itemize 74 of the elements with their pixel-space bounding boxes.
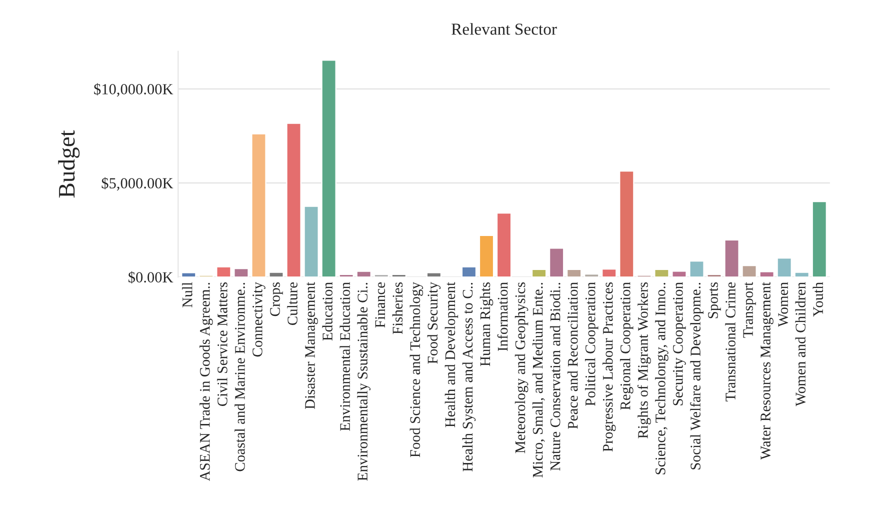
x-tick-label: Progressive Labour Practices xyxy=(602,282,616,452)
y-axis-title: Budget xyxy=(58,130,80,198)
x-tick-label: Information xyxy=(497,282,508,352)
bar xyxy=(268,272,284,278)
bar xyxy=(321,60,336,278)
bar xyxy=(356,270,372,278)
x-tick-label: Nature Conservation and Biodi.. xyxy=(550,282,560,471)
x-tick-label: Civil Service Matters xyxy=(217,282,228,406)
x-tick-label: Crops xyxy=(270,282,283,316)
bar xyxy=(549,248,564,278)
bar xyxy=(338,274,354,278)
bar xyxy=(531,268,547,278)
x-tick-label: Science, Technolongy, and Inno.. xyxy=(655,282,668,474)
x-tick-label: Peace and Reconciliation xyxy=(567,282,578,429)
bar xyxy=(234,268,249,278)
x-tick-label: ASEAN Trade in Goods Agreem.. xyxy=(200,282,213,482)
bar xyxy=(706,274,722,278)
x-tick-label: Health and Development xyxy=(444,282,458,428)
x-tick-label: Sports xyxy=(708,282,721,318)
x-tick-label: Food Science and Technology xyxy=(410,282,424,458)
x-tick-label: Regional Cooperation xyxy=(620,282,634,410)
y-tick-label: $0.00K xyxy=(128,271,174,284)
x-tick-label: Environmental Education xyxy=(340,282,350,431)
bar xyxy=(181,272,196,278)
bar xyxy=(566,268,582,278)
bar xyxy=(794,272,810,278)
x-tick-label: Meteorology and Geophysics xyxy=(514,282,528,454)
bar xyxy=(602,268,617,278)
y-tick-label: $5,000.00K xyxy=(102,177,174,191)
y-tick-label: $10,000.00K xyxy=(94,83,174,97)
x-tick-label: Security Cooperation xyxy=(673,282,686,406)
x-tick-label: Micro, Small, and Medium Ente.. xyxy=(532,282,545,478)
x-tick-label: Women xyxy=(778,282,788,327)
bar xyxy=(812,201,827,278)
x-tick-label: Food Security xyxy=(427,282,441,364)
x-tick-label: Youth xyxy=(812,282,824,317)
bar xyxy=(759,271,774,278)
x-tick-label: Water Resources Management xyxy=(760,282,774,460)
chart-title: Relevant Sector xyxy=(452,23,557,35)
bar xyxy=(724,239,740,278)
x-tick-label: Transnational Crime xyxy=(725,282,736,402)
bar xyxy=(426,272,442,278)
bar xyxy=(654,268,670,278)
x-tick-label: Education xyxy=(322,282,332,341)
x-tick-label: Women and Children xyxy=(795,282,806,406)
x-tick-label: Health System and Access to C.. xyxy=(462,282,476,472)
bar xyxy=(672,270,687,278)
x-tick-label: Rights of Migrant Workers xyxy=(637,282,651,438)
bar xyxy=(391,274,406,278)
bar xyxy=(619,170,634,278)
x-tick-label: Social Welfare and Developme.. xyxy=(690,282,704,470)
x-tick-label: Coastal and Marine Environme.. xyxy=(234,282,245,472)
x-tick-label: Transport xyxy=(743,282,756,338)
bar xyxy=(374,274,389,278)
bar xyxy=(584,273,600,278)
bar xyxy=(496,212,512,278)
x-tick-label: Null xyxy=(182,282,192,308)
x-tick-label: Fisheries xyxy=(392,282,403,334)
bar xyxy=(251,133,266,278)
bar xyxy=(216,266,232,278)
bar xyxy=(478,234,494,278)
x-tick-label: Environmentally Ssustainable Ci.. xyxy=(357,282,370,481)
bar xyxy=(689,260,704,278)
bar xyxy=(742,264,757,278)
x-tick-label: Connectivity xyxy=(252,282,266,357)
x-tick-label: Political Cooperation xyxy=(585,282,598,406)
bar xyxy=(461,266,477,278)
x-tick-label: Human Rights xyxy=(480,282,494,366)
x-tick-label: Culture xyxy=(287,282,298,326)
bar xyxy=(304,206,319,278)
x-tick-label: Disaster Management xyxy=(305,282,318,410)
bar xyxy=(776,257,792,278)
bar xyxy=(286,122,302,278)
x-tick-label: Finance xyxy=(375,282,386,328)
